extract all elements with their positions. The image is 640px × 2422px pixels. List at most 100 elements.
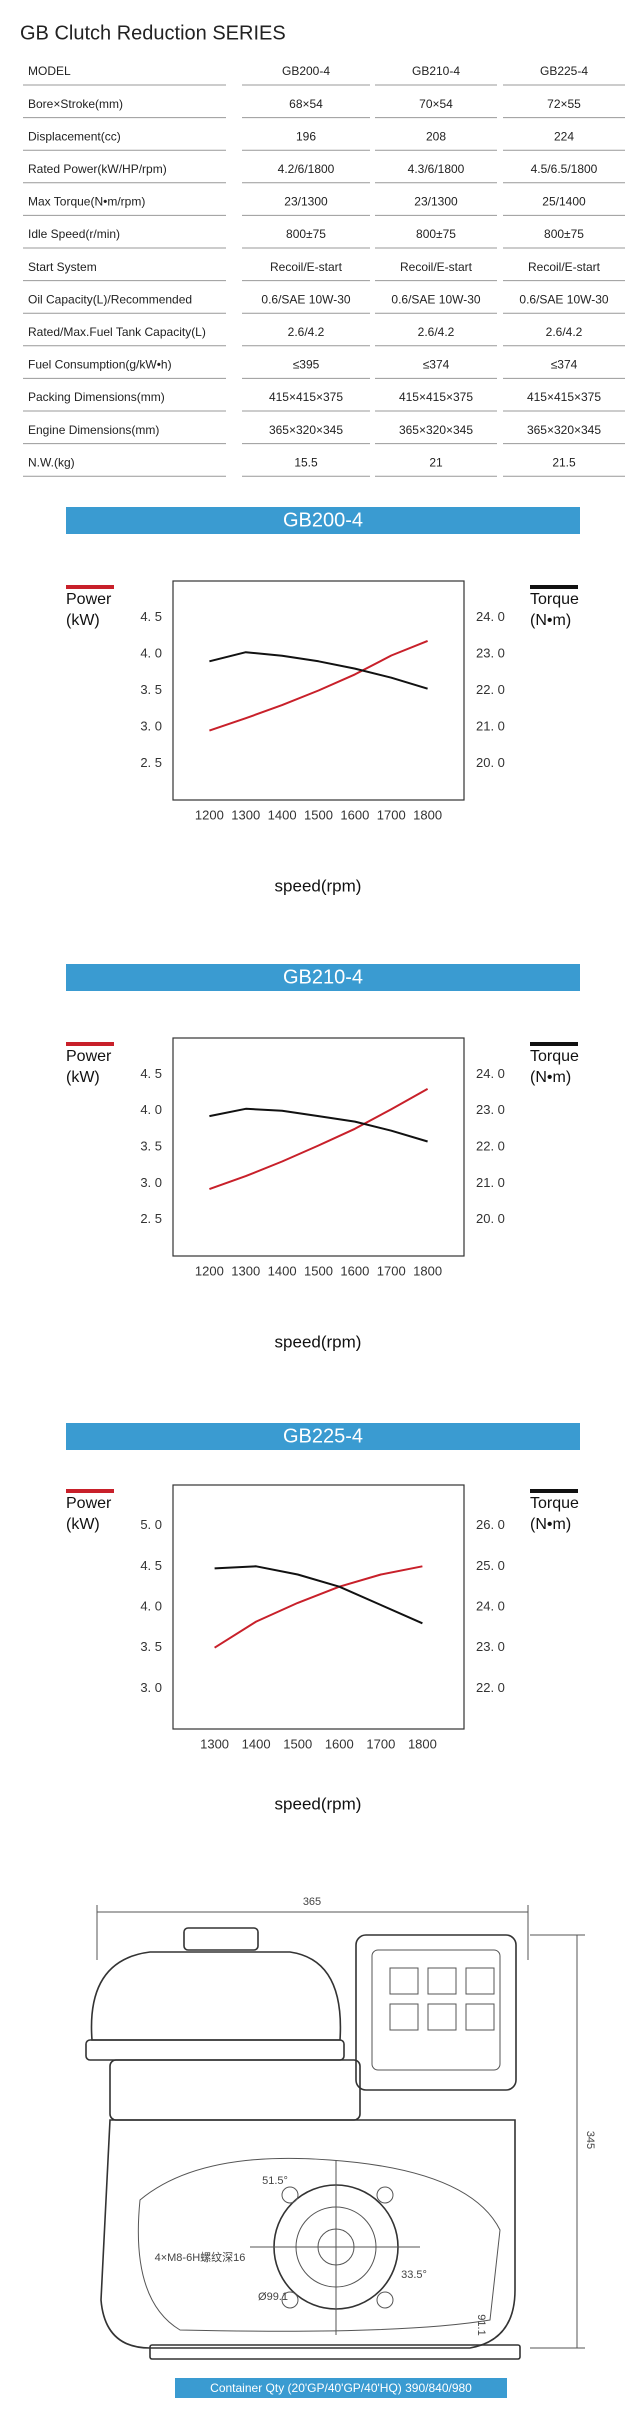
- y-tick-label: 4. 5: [140, 1066, 162, 1081]
- x-tick-label: 1400: [268, 807, 297, 822]
- row-label: N.W.(kg): [28, 455, 75, 469]
- series-line: [209, 1107, 428, 1143]
- table-cell: 224: [554, 129, 574, 143]
- table-cell: Recoil/E-start: [270, 260, 343, 274]
- y2-tick-label: 21. 0: [476, 1175, 505, 1190]
- y2-tick-label: 20. 0: [476, 1211, 505, 1226]
- y-tick-label: 3. 5: [140, 682, 162, 697]
- y-tick-label: 2. 5: [140, 755, 162, 770]
- legend-unit: (kW): [66, 612, 100, 629]
- series-line: [209, 651, 428, 690]
- y-tick-label: 4. 5: [140, 609, 162, 624]
- x-tick-label: 1500: [304, 807, 333, 822]
- series-line: [214, 1565, 423, 1649]
- table-cell: 2.6/4.2: [418, 325, 455, 339]
- y-tick-label: 3. 0: [140, 1680, 162, 1695]
- row-label: Fuel Consumption(g/kW•h): [28, 358, 172, 372]
- table-cell: 15.5: [294, 455, 318, 469]
- series-line: [214, 1565, 423, 1625]
- table-cell: GB225-4: [540, 64, 588, 78]
- chart-banner: [66, 964, 580, 991]
- table-cell: 196: [296, 129, 316, 143]
- dimension-label: 91.1: [475, 2314, 487, 2335]
- x-tick-label: 1600: [340, 1263, 369, 1278]
- table-cell: 25/1400: [542, 195, 586, 209]
- engine-drawing: [85, 1905, 585, 2360]
- dimension-label: Ø99.1: [258, 2291, 288, 2303]
- table-cell: 415×415×375: [269, 390, 343, 404]
- x-tick-label: 1300: [231, 1263, 260, 1278]
- row-label: Oil Capacity(L)/Recommended: [28, 292, 192, 306]
- x-tick-label: 1500: [304, 1263, 333, 1278]
- legend-unit: (kW): [66, 1516, 100, 1533]
- chart-banner: [66, 507, 580, 534]
- legend-label: Torque: [530, 1048, 579, 1065]
- x-tick-label: 1700: [377, 807, 406, 822]
- table-cell: 68×54: [289, 97, 323, 111]
- table-cell: 800±75: [416, 227, 456, 241]
- y-tick-label: 4. 0: [140, 645, 162, 660]
- table-cell: 2.6/4.2: [546, 325, 583, 339]
- y-tick-label: 4. 0: [140, 1598, 162, 1613]
- legend-unit: (N•m): [530, 1516, 571, 1533]
- table-cell: 0.6/SAE 10W-30: [391, 292, 480, 306]
- table-cell: 800±75: [286, 227, 326, 241]
- x-tick-label: 1800: [408, 1736, 437, 1751]
- row-label: MODEL: [28, 64, 71, 78]
- table-cell: 23/1300: [414, 195, 458, 209]
- x-tick-label: 1600: [325, 1736, 354, 1751]
- y2-tick-label: 24. 0: [476, 1066, 505, 1081]
- x-tick-label: 1400: [268, 1263, 297, 1278]
- table-cell: 2.6/4.2: [288, 325, 325, 339]
- chart-banner: [66, 1423, 580, 1450]
- y-tick-label: 3. 0: [140, 718, 162, 733]
- table-cell: 21: [429, 455, 443, 469]
- y2-tick-label: 23. 0: [476, 1102, 505, 1117]
- dimension-label: 51.5°: [262, 2175, 288, 2187]
- table-cell: 4.3/6/1800: [408, 162, 465, 176]
- row-label: Packing Dimensions(mm): [28, 390, 165, 404]
- chart-title: GB210-4: [283, 966, 363, 988]
- row-label: Bore×Stroke(mm): [28, 97, 123, 111]
- x-tick-label: 1600: [340, 807, 369, 822]
- legend-label: Torque: [530, 1495, 579, 1512]
- chart-title: GB200-4: [283, 509, 363, 531]
- legend-label: Torque: [530, 591, 579, 608]
- x-tick-label: 1500: [283, 1736, 312, 1751]
- row-label: Max Torque(N•m/rpm): [28, 195, 145, 209]
- table-cell: ≤374: [423, 358, 450, 372]
- page-title: GB Clutch Reduction SERIES: [20, 22, 286, 44]
- table-cell: 23/1300: [284, 195, 328, 209]
- y-tick-label: 4. 5: [140, 1558, 162, 1573]
- table-cell: ≤374: [551, 358, 578, 372]
- x-axis-label: speed(rpm): [275, 1332, 362, 1351]
- y2-tick-label: 22. 0: [476, 1138, 505, 1153]
- dimension-label: 345: [584, 2131, 596, 2149]
- row-label: Displacement(cc): [28, 129, 121, 143]
- table-cell: Recoil/E-start: [400, 260, 473, 274]
- row-label: Idle Speed(r/min): [28, 227, 120, 241]
- y2-tick-label: 22. 0: [476, 682, 505, 697]
- y2-tick-label: 24. 0: [476, 1598, 505, 1613]
- table-cell: 0.6/SAE 10W-30: [261, 292, 350, 306]
- plot-frame: [172, 580, 465, 801]
- table-cell: 415×415×375: [399, 390, 473, 404]
- dimension-label: 4×M8-6H螺纹深16: [155, 2250, 246, 2264]
- dimension-label: 365: [303, 1896, 321, 1908]
- table-cell: 4.2/6/1800: [278, 162, 335, 176]
- y-tick-label: 2. 5: [140, 1211, 162, 1226]
- plot-frame: [172, 1037, 465, 1257]
- series-line: [209, 1088, 429, 1191]
- legend-label: Power: [66, 1048, 112, 1065]
- x-tick-label: 1300: [231, 807, 260, 822]
- table-cell: 4.5/6.5/1800: [531, 162, 598, 176]
- y2-tick-label: 23. 0: [476, 1639, 505, 1654]
- legend-unit: (kW): [66, 1069, 100, 1086]
- table-cell: 70×54: [419, 97, 453, 111]
- table-cell: 365×320×345: [399, 423, 473, 437]
- y2-tick-label: 24. 0: [476, 609, 505, 624]
- footer-text: Container Qty (20'GP/40'GP/40'HQ) 390/84…: [210, 2381, 472, 2395]
- x-tick-label: 1200: [195, 1263, 224, 1278]
